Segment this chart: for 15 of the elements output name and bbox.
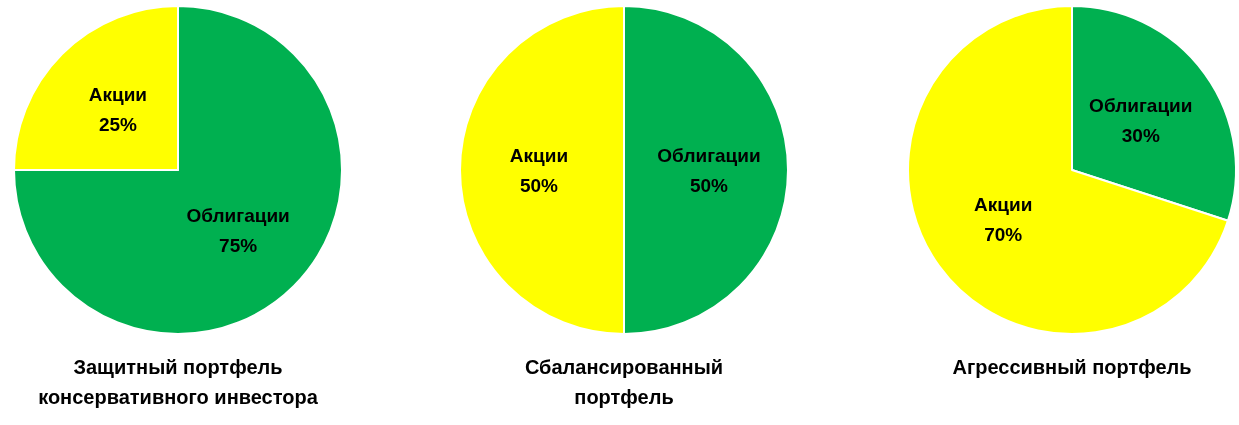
slice-label: Акции xyxy=(88,84,148,106)
data-label: 70% xyxy=(984,224,1023,246)
slice-label: Облигации xyxy=(657,144,761,166)
slice-label: Облигации xyxy=(1089,94,1193,116)
data-label: 50% xyxy=(519,174,559,196)
data-label: 30% xyxy=(1121,124,1160,146)
slice-label: Акции xyxy=(974,194,1033,216)
slice-label: Акции xyxy=(509,144,569,166)
slice-label: Облигации xyxy=(186,204,290,226)
data-label: 25% xyxy=(98,114,138,136)
text: Агрессивный портфель xyxy=(951,355,1193,380)
data-label: 50% xyxy=(689,174,729,196)
text: Защитный портфель консервативного инвестора xyxy=(37,355,319,410)
data-label: 75% xyxy=(219,234,258,256)
text: Сбалансированный портфель xyxy=(523,355,725,410)
